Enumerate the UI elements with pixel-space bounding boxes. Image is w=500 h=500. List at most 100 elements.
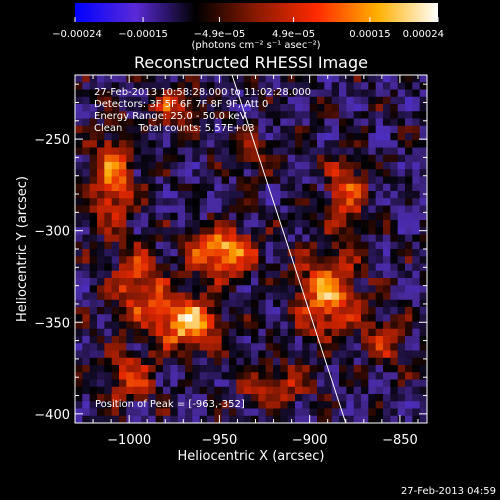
- heatmap-cell: [273, 191, 281, 199]
- heatmap-cell: [280, 241, 289, 250]
- heatmap-cell: [331, 285, 340, 294]
- y-tick-label: −350: [34, 316, 70, 331]
- heatmap-cell: [273, 285, 281, 294]
- heatmap-cell: [75, 82, 83, 91]
- heatmap-cell: [133, 75, 142, 83]
- heatmap-cell: [368, 379, 377, 388]
- heatmap-cell: [353, 75, 362, 83]
- heatmap-cell: [75, 336, 83, 344]
- heatmap-cell: [412, 169, 421, 178]
- heatmap-cell: [419, 133, 427, 141]
- heatmap-cell: [419, 234, 427, 243]
- heatmap-cell: [287, 154, 296, 163]
- heatmap-cell: [273, 125, 281, 134]
- heatmap-cell: [185, 191, 193, 199]
- heatmap-cell: [133, 328, 142, 337]
- heatmap-cell: [317, 307, 325, 315]
- heatmap-cell: [317, 140, 325, 149]
- heatmap-cell: [361, 104, 369, 112]
- heatmap-cell: [221, 205, 230, 214]
- heatmap-cell: [97, 133, 105, 141]
- heatmap-cell: [353, 183, 362, 192]
- heatmap-cell: [353, 343, 362, 352]
- heatmap-cell: [229, 379, 237, 388]
- heatmap-cell: [111, 408, 120, 417]
- heatmap-cell: [119, 205, 127, 214]
- heatmap-cell: [331, 89, 340, 98]
- heatmap-cell: [185, 212, 193, 221]
- heatmap-cell: [265, 154, 274, 163]
- heatmap-cell: [273, 118, 281, 127]
- heatmap-cell: [170, 104, 179, 112]
- heatmap-cell: [163, 169, 171, 178]
- heatmap-cell: [133, 162, 142, 170]
- heatmap-cell: [126, 357, 135, 366]
- heatmap-cell: [97, 227, 105, 236]
- heatmap-cell: [177, 191, 186, 199]
- heatmap-cell: [243, 365, 252, 373]
- heatmap-cell: [155, 220, 164, 228]
- heatmap-cell: [339, 415, 347, 423]
- heatmap-cell: [368, 104, 377, 112]
- heatmap-cell: [185, 386, 193, 395]
- heatmap-cell: [119, 104, 127, 112]
- heatmap-cell: [302, 96, 311, 105]
- heatmap-cell: [280, 379, 289, 388]
- heatmap-cell: [397, 227, 406, 236]
- heatmap-cell: [324, 205, 333, 214]
- heatmap-cell: [111, 299, 120, 308]
- heatmap-cell: [302, 314, 311, 323]
- heatmap-cell: [148, 104, 157, 112]
- heatmap-cell: [339, 176, 347, 185]
- heatmap-cell: [346, 220, 355, 228]
- heatmap-cell: [236, 357, 245, 366]
- heatmap-cell: [331, 82, 340, 91]
- heatmap-cell: [192, 328, 201, 337]
- heatmap-cell: [383, 379, 391, 388]
- heatmap-cell: [207, 350, 215, 359]
- heatmap-cell: [339, 343, 347, 352]
- heatmap-cell: [236, 140, 245, 149]
- heatmap-cell: [229, 111, 237, 120]
- heatmap-cell: [141, 408, 149, 417]
- heatmap-cell: [309, 299, 318, 308]
- heatmap-cell: [141, 176, 149, 185]
- heatmap-cell: [265, 96, 274, 105]
- heatmap-cell: [251, 96, 259, 105]
- heatmap-cell: [331, 408, 340, 417]
- heatmap-cell: [375, 220, 384, 228]
- heatmap-cell: [331, 198, 340, 207]
- heatmap-cell: [119, 394, 127, 402]
- heatmap-cell: [317, 408, 325, 417]
- heatmap-cell: [273, 220, 281, 228]
- heatmap-cell: [236, 176, 245, 185]
- heatmap-cell: [177, 379, 186, 388]
- heatmap-cell: [295, 198, 303, 207]
- heatmap-cell: [155, 183, 164, 192]
- heatmap-cell: [353, 154, 362, 163]
- heatmap-cell: [185, 162, 193, 170]
- heatmap-cell: [177, 365, 186, 373]
- heatmap-cell: [258, 198, 267, 207]
- heatmap-cell: [383, 394, 391, 402]
- heatmap-cell: [155, 270, 164, 279]
- heatmap-cell: [214, 234, 223, 243]
- heatmap-cell: [185, 133, 193, 141]
- heatmap-cell: [221, 336, 230, 344]
- heatmap-cell: [361, 292, 369, 301]
- heatmap-cell: [141, 147, 149, 156]
- heatmap-cell: [317, 82, 325, 91]
- heatmap-cell: [82, 82, 91, 91]
- heatmap-cell: [236, 82, 245, 91]
- heatmap-cell: [148, 394, 157, 402]
- heatmap-cell: [89, 263, 98, 272]
- heatmap-cell: [280, 220, 289, 228]
- heatmap-cell: [243, 220, 252, 228]
- heatmap-cell: [177, 241, 186, 250]
- heatmap-cell: [89, 241, 98, 250]
- heatmap-cell: [192, 125, 201, 134]
- heatmap-cell: [229, 263, 237, 272]
- heatmap-cell: [339, 147, 347, 156]
- heatmap-cell: [104, 234, 113, 243]
- heatmap-cell: [375, 336, 384, 344]
